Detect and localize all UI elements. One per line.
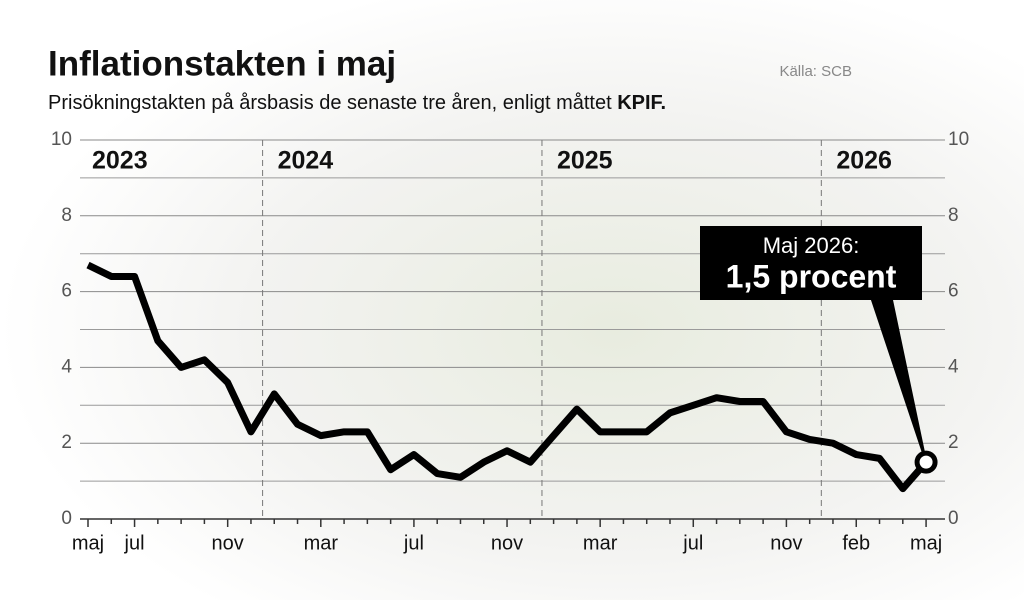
y2-tick-label: 4 [948,356,959,377]
x-tick-label: nov [212,532,244,554]
callout-box [700,226,922,300]
y2-tick-label: 0 [948,508,959,529]
x-tick-label: feb [842,532,870,554]
value-label: 1,5 procent [726,258,897,294]
chart-title: Inflationstakten i maj [48,44,396,83]
subtitle: Prisökningstakten på årsbasis de senaste… [48,92,666,114]
year-label: 2023 [92,147,148,175]
subtitle-text: Prisökningstakten på årsbasis de senaste… [48,92,612,114]
x-tick-label: mar [583,532,618,554]
y2-tick-label: 8 [948,205,959,226]
y-tick-label: 0 [61,508,72,529]
y2-tick-label: 6 [948,281,959,302]
subtitle-emphasis: KPIF. [617,92,666,114]
year-label: 2025 [557,147,613,175]
end-marker [914,450,938,474]
line [86,261,929,493]
annotation: Maj 2026: [763,233,860,258]
y-tick-label: 2 [61,432,72,453]
x-tick-label: jul [682,532,703,554]
x-tick-label: maj [72,532,104,554]
y-tick-label: 6 [61,281,72,302]
x-tick-label: maj [910,532,942,554]
y-tick-label: 4 [61,356,72,377]
year-label: 2026 [836,147,892,175]
y-tick-label: 8 [61,205,72,226]
x-tick-label: jul [124,532,145,554]
y-tick-label: 10 [51,129,72,150]
y2-tick-label: 2 [948,432,959,453]
year-label: 2024 [278,147,334,175]
x-tick-label: nov [770,532,802,554]
source: Källa: SCB [779,63,852,80]
x-tick-label: nov [491,532,523,554]
x-tick-label: jul [403,532,424,554]
y2-tick-label: 10 [948,129,969,150]
x-tick-label: mar [304,532,339,554]
